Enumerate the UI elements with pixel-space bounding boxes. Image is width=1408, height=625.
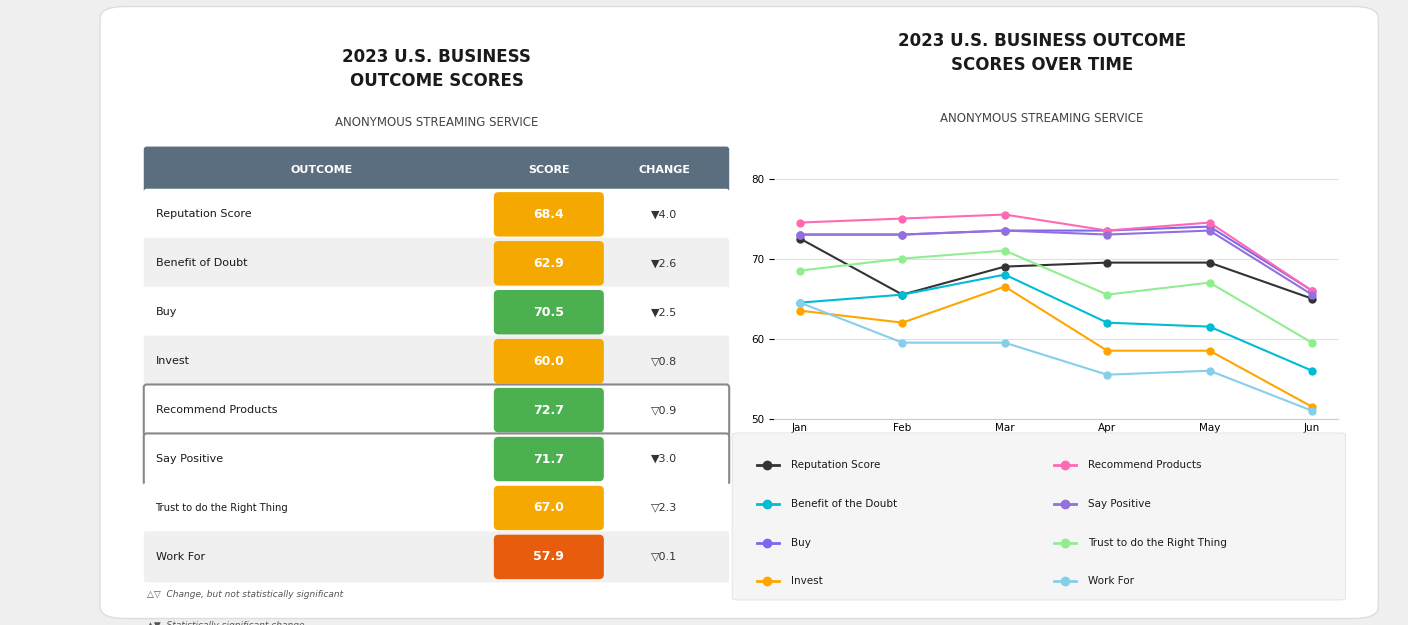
Text: Buy: Buy: [791, 538, 811, 548]
Text: OUTCOME: OUTCOME: [290, 164, 352, 174]
Text: ANONYMOUS STREAMING SERVICE: ANONYMOUS STREAMING SERVICE: [335, 116, 538, 129]
Text: Reputation Score: Reputation Score: [155, 209, 251, 219]
FancyBboxPatch shape: [494, 192, 604, 236]
FancyBboxPatch shape: [144, 238, 729, 289]
Text: 67.0: 67.0: [534, 501, 565, 514]
FancyBboxPatch shape: [144, 287, 729, 338]
Text: 2023 U.S. BUSINESS
OUTCOME SCORES: 2023 U.S. BUSINESS OUTCOME SCORES: [342, 48, 531, 90]
Text: 70.5: 70.5: [534, 306, 565, 319]
Text: Source: 2023 RepTrak CRT Data: Source: 2023 RepTrak CRT Data: [1193, 516, 1338, 525]
Text: 72.7: 72.7: [534, 404, 565, 417]
Text: Recommend Products: Recommend Products: [1088, 460, 1202, 470]
Text: CHANGE: CHANGE: [638, 164, 690, 174]
FancyBboxPatch shape: [494, 241, 604, 286]
FancyBboxPatch shape: [144, 433, 729, 484]
Text: Reputation Score: Reputation Score: [791, 460, 880, 470]
Text: ▼2.5: ▼2.5: [650, 308, 677, 318]
FancyBboxPatch shape: [732, 433, 1346, 600]
FancyBboxPatch shape: [144, 189, 729, 240]
Text: ▽0.9: ▽0.9: [650, 405, 677, 415]
Text: ▲▼  Statistically significant change: ▲▼ Statistically significant change: [146, 621, 304, 625]
Text: ANONYMOUS STREAMING SERVICE: ANONYMOUS STREAMING SERVICE: [941, 112, 1143, 125]
Text: Invest: Invest: [155, 356, 190, 366]
Text: Say Positive: Say Positive: [1088, 499, 1152, 509]
FancyBboxPatch shape: [494, 437, 604, 481]
Text: ▽2.3: ▽2.3: [650, 503, 677, 513]
FancyBboxPatch shape: [100, 6, 1378, 619]
FancyBboxPatch shape: [144, 384, 729, 436]
Text: Work For: Work For: [1088, 576, 1135, 586]
FancyBboxPatch shape: [494, 534, 604, 579]
Text: 68.4: 68.4: [534, 208, 565, 221]
Text: Work For: Work For: [155, 552, 204, 562]
FancyBboxPatch shape: [494, 388, 604, 432]
Text: Trust to do the Right Thing: Trust to do the Right Thing: [155, 503, 289, 513]
Text: 62.9: 62.9: [534, 257, 565, 270]
FancyBboxPatch shape: [144, 482, 729, 534]
Text: Say Positive: Say Positive: [155, 454, 222, 464]
Text: Benefit of the Doubt: Benefit of the Doubt: [791, 499, 897, 509]
Text: SCORE: SCORE: [528, 164, 570, 174]
Text: ▼4.0: ▼4.0: [650, 209, 677, 219]
Text: ▽0.8: ▽0.8: [650, 356, 677, 366]
FancyBboxPatch shape: [144, 336, 729, 387]
Text: 2023: 2023: [1042, 496, 1070, 506]
FancyBboxPatch shape: [144, 531, 729, 582]
Text: Benefit of Doubt: Benefit of Doubt: [155, 258, 246, 268]
Text: Buy: Buy: [155, 308, 177, 318]
Text: Invest: Invest: [791, 576, 822, 586]
Text: 71.7: 71.7: [534, 452, 565, 466]
Text: ▼2.6: ▼2.6: [650, 258, 677, 268]
FancyBboxPatch shape: [494, 290, 604, 334]
Text: Recommend Products: Recommend Products: [155, 405, 277, 415]
Text: △▽  Change, but not statistically significant: △▽ Change, but not statistically signifi…: [146, 590, 342, 599]
Text: Trust to do the Right Thing: Trust to do the Right Thing: [1088, 538, 1228, 548]
FancyBboxPatch shape: [494, 339, 604, 383]
Text: 60.0: 60.0: [534, 354, 565, 367]
Text: ▼3.0: ▼3.0: [650, 454, 677, 464]
Text: 57.9: 57.9: [534, 551, 565, 563]
FancyBboxPatch shape: [494, 486, 604, 530]
Text: ▽0.1: ▽0.1: [650, 552, 677, 562]
Text: 2023 U.S. BUSINESS OUTCOME
SCORES OVER TIME: 2023 U.S. BUSINESS OUTCOME SCORES OVER T…: [898, 32, 1186, 74]
FancyBboxPatch shape: [144, 146, 729, 192]
